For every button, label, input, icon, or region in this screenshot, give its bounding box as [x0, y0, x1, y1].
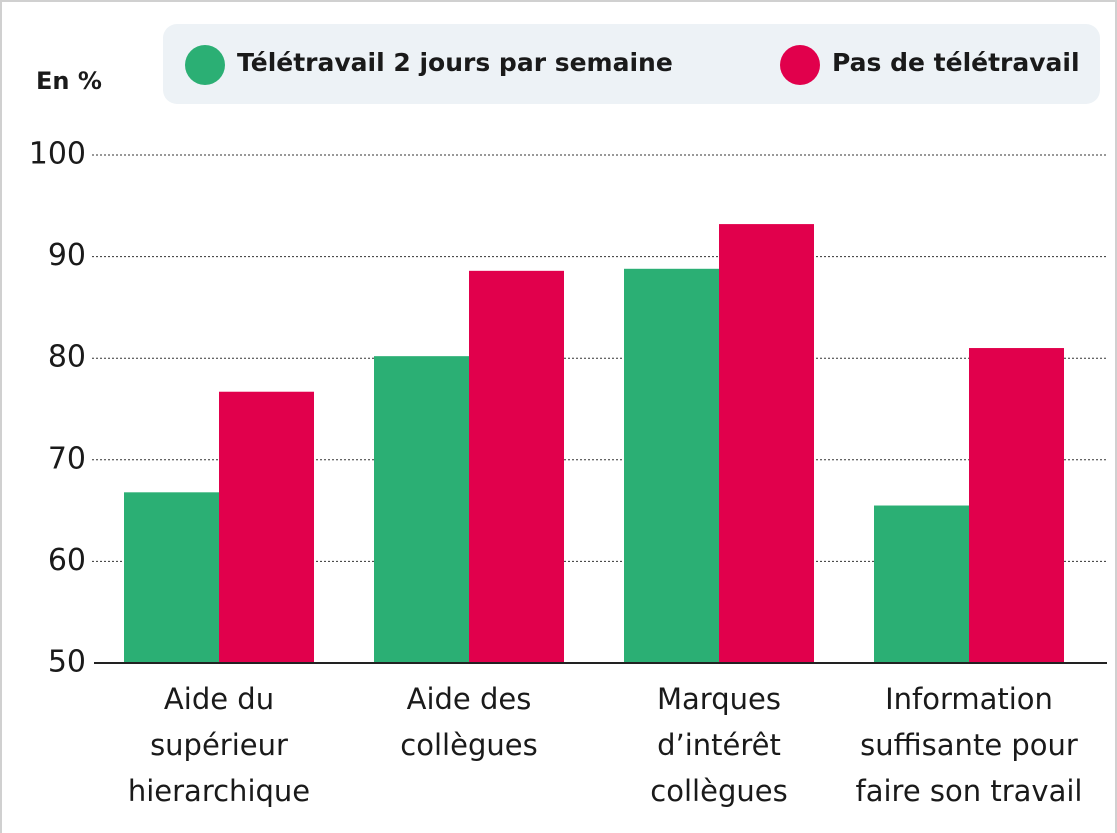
legend-swatch [780, 45, 820, 85]
y-tick-label: 50 [48, 645, 86, 680]
x-tick-label: Marques d’intérêt collègues [650, 682, 788, 808]
legend-box [163, 24, 1100, 104]
y-axis-label: En % [36, 67, 102, 95]
x-tick-label: Information suffisante pour faire son tr… [855, 682, 1083, 808]
bar [469, 270, 564, 663]
bar [719, 224, 814, 663]
legend-label: Pas de télétravail [832, 48, 1080, 77]
bar [874, 505, 969, 663]
bar [219, 391, 314, 663]
y-tick-label: 100 [29, 137, 86, 172]
y-tick-label: 90 [48, 238, 86, 273]
x-tick-label: Aide des collègues [400, 682, 538, 762]
y-tick-label: 70 [48, 441, 86, 476]
bar [624, 268, 719, 663]
bar [374, 356, 469, 663]
x-tick-label: Aide du supérieur hierarchique [127, 682, 311, 808]
y-tick-label: 60 [48, 543, 86, 578]
y-tick-label: 80 [48, 340, 86, 375]
legend-swatch [185, 45, 225, 85]
bar [969, 348, 1064, 663]
bar [124, 492, 219, 663]
legend-label: Télétravail 2 jours par semaine [237, 48, 673, 77]
